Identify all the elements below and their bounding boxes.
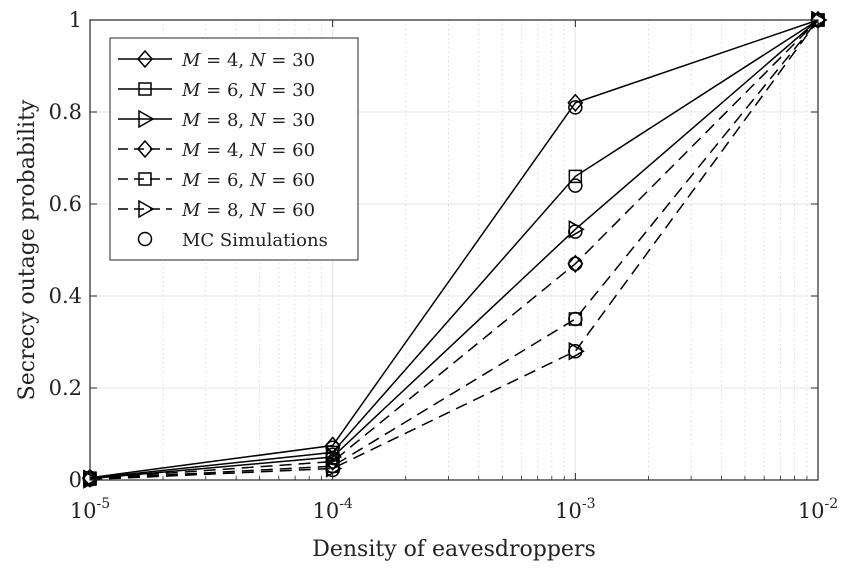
mc-simulation-point	[568, 100, 583, 115]
mc-simulation-point	[568, 311, 583, 327]
legend-entry-label: M = 8, N = 60	[181, 200, 315, 221]
x-tick-label: 10-2	[798, 496, 838, 523]
series-2-point	[568, 169, 583, 184]
series-1-point	[567, 93, 584, 112]
y-tick-label: 0.2	[49, 376, 82, 400]
legend-entry-label: M = 6, N = 60	[181, 170, 315, 191]
legend-marker	[137, 139, 153, 159]
series-line-1	[89, 19, 819, 479]
mc-simulation-point	[568, 343, 583, 359]
x-tick-label: 10-5	[70, 496, 110, 523]
legend-entry-label: M = 4, N = 60	[181, 140, 315, 161]
axes-frame	[89, 19, 819, 481]
y-tick-label: 1	[69, 8, 82, 32]
legend: M = 4, N = 30 M = 6, N = 30 M = 8, N = 30 M…	[109, 37, 359, 261]
legend-entry-label: M = 8, N = 30	[181, 110, 315, 131]
mc-simulation-point	[325, 454, 340, 469]
legend-entry-label: M = 4, N = 30	[181, 50, 315, 71]
mc-simulation-point	[568, 256, 583, 272]
y-tick-label: 0.4	[49, 284, 82, 308]
series-lines	[89, 19, 819, 481]
legend-marker	[137, 49, 153, 69]
series-line-3	[89, 19, 819, 480]
mc-simulation-point	[568, 178, 583, 193]
y-axis-label: Secrecy outage probability	[15, 99, 40, 400]
series-line-6	[89, 19, 819, 481]
axis-ticks: 0 0.2 0.4 0.6 0.8 1 10-5 10-4 10-3 10-2	[49, 8, 839, 523]
legend-marker	[138, 82, 152, 96]
legend-marker	[138, 199, 155, 219]
mc-simulation-point	[568, 224, 583, 239]
legend-mc-label: MC Simulations	[182, 230, 328, 251]
x-axis-label: Density of eavesdroppers	[312, 537, 596, 562]
mc-simulation-markers	[82, 12, 826, 487]
series-4-point	[567, 254, 584, 273]
mc-simulation-point	[325, 450, 340, 466]
series-line-2	[89, 19, 819, 479]
series-line-5	[89, 19, 819, 480]
legend-entry-label: M = 6, N = 30	[181, 80, 315, 101]
series-line-4	[89, 19, 819, 480]
x-tick-label: 10-3	[555, 496, 595, 523]
legend-marker	[138, 109, 155, 129]
y-tick-label: 0.6	[49, 192, 82, 216]
mc-simulation-point	[325, 447, 340, 462]
mc-simulation-point	[325, 440, 340, 456]
y-tick-label: 0.8	[49, 100, 82, 124]
legend-mc-marker	[137, 231, 153, 247]
legend-marker	[138, 172, 152, 186]
y-tick-label: 0	[69, 468, 82, 492]
mc-simulation-point	[325, 458, 340, 474]
x-tick-label: 10-4	[312, 496, 352, 523]
